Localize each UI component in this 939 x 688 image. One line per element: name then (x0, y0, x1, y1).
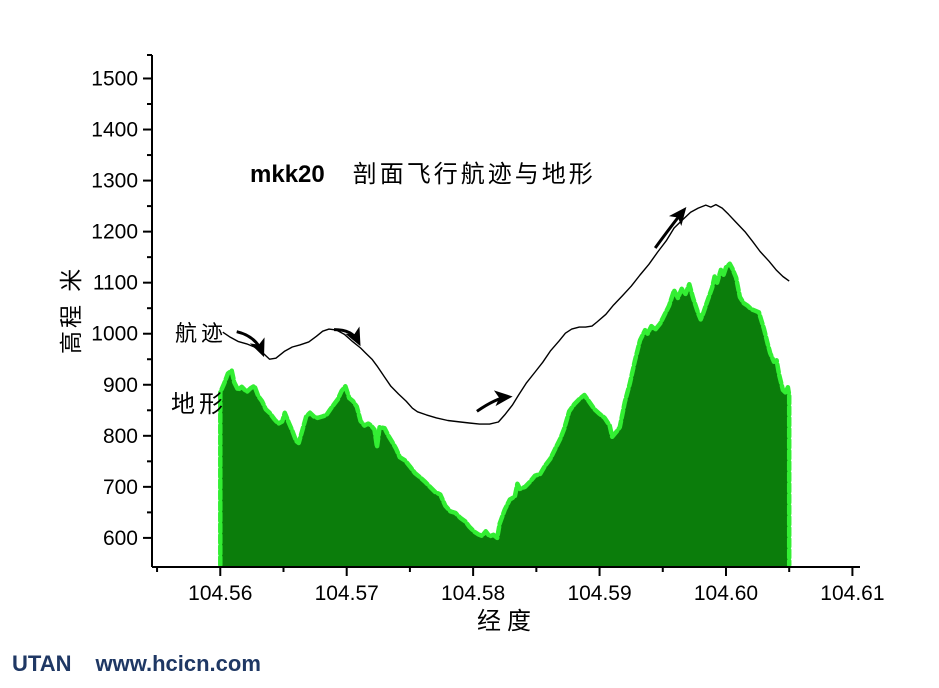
x-tick-label: 104.56 (188, 582, 252, 605)
footer-brand: UTAN (12, 651, 72, 676)
y-tick-label: 1200 (91, 221, 138, 244)
y-tick-label: 1400 (91, 119, 138, 142)
y-tick-label: 800 (103, 425, 138, 448)
x-axis-title: 经度 (477, 607, 537, 635)
direction-arrow-4 (653, 206, 687, 249)
x-tick-label: 104.58 (441, 582, 505, 605)
chart-title-text: 剖面飞行航迹与地形 (352, 160, 596, 188)
terrain-area (220, 263, 790, 567)
flight-path-label: 航迹 (175, 322, 228, 347)
direction-arrow-2 (334, 326, 361, 347)
y-tick-label: 600 (103, 527, 138, 550)
x-tick-label: 104.57 (315, 582, 379, 605)
x-tick-label: 104.60 (694, 582, 758, 605)
y-tick-label: 700 (103, 476, 138, 499)
chart-title-prefix: mkk20 (250, 161, 325, 188)
chart-title: mkk20 剖面飞行航迹与地形 (250, 154, 596, 189)
y-tick-label: 1500 (91, 67, 138, 90)
y-axis-title: 高程 米 (59, 265, 85, 354)
y-tick-label: 900 (103, 374, 138, 397)
terrain-label: 地形 (171, 390, 227, 418)
y-tick-label: 1300 (91, 170, 138, 193)
y-tick-label: 1000 (91, 323, 138, 346)
footer-site-url: www.hcicn.com (95, 651, 261, 676)
y-tick-label: 1100 (93, 272, 138, 295)
footer-watermark: UTAN www.hcicn.com (12, 651, 261, 677)
terrain-outline (218, 261, 792, 568)
direction-arrow-1 (236, 330, 265, 358)
x-tick-label: 104.61 (820, 582, 884, 605)
x-tick-label: 104.59 (567, 582, 631, 605)
direction-arrow-3 (476, 390, 513, 413)
